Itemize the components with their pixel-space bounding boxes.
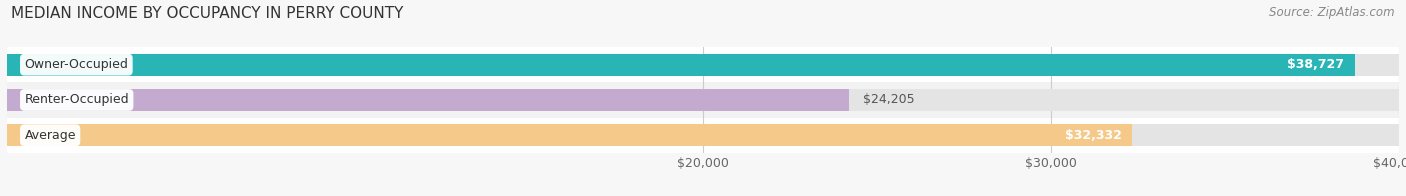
Text: MEDIAN INCOME BY OCCUPANCY IN PERRY COUNTY: MEDIAN INCOME BY OCCUPANCY IN PERRY COUN… [11, 6, 404, 21]
Text: $24,205: $24,205 [863, 93, 915, 106]
Bar [7, 89, 1399, 111]
Bar [7, 54, 1399, 76]
Bar [7, 54, 1354, 76]
Bar [7, 89, 849, 111]
Bar [7, 118, 1399, 153]
Text: Renter-Occupied: Renter-Occupied [24, 93, 129, 106]
Bar [7, 124, 1132, 146]
Text: Owner-Occupied: Owner-Occupied [24, 58, 128, 71]
Bar [7, 124, 1399, 146]
Bar [7, 82, 1399, 118]
Text: $32,332: $32,332 [1064, 129, 1122, 142]
Text: Average: Average [24, 129, 76, 142]
Text: Source: ZipAtlas.com: Source: ZipAtlas.com [1270, 6, 1395, 19]
Bar [7, 47, 1399, 82]
Text: $38,727: $38,727 [1288, 58, 1344, 71]
